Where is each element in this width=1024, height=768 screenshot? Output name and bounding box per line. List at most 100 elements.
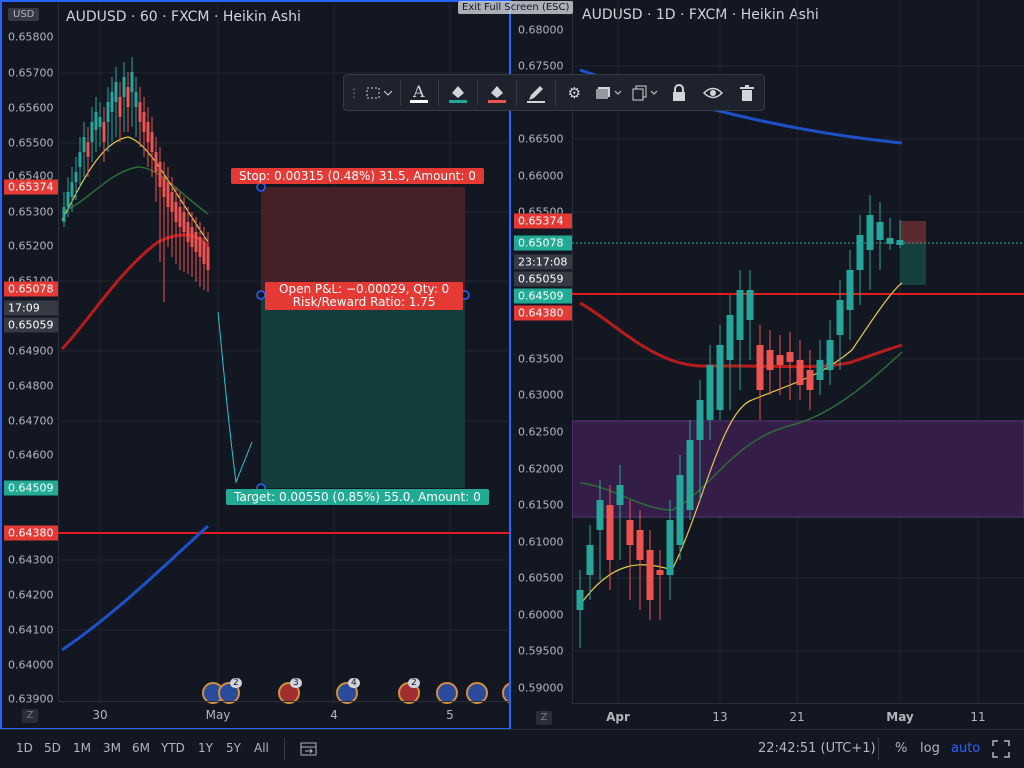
ma-red: [60, 233, 210, 351]
candle: [122, 77, 126, 97]
candle: [126, 87, 130, 107]
price-tick: 0.64300: [8, 553, 54, 567]
stop-zone[interactable]: [261, 187, 465, 295]
event-count: 2: [408, 678, 420, 688]
clock[interactable]: 22:42:51 (UTC+1): [758, 741, 876, 756]
candle: [150, 132, 154, 152]
candle: [586, 545, 594, 575]
price-tick: 0.62500: [518, 425, 564, 439]
price-tick: 0.65700: [8, 66, 54, 80]
drawing-toolbar[interactable]: ⋮ A ⚙: [343, 74, 765, 111]
stop-label[interactable]: Stop: 0.00315 (0.48%) 31.5, Amount: 0: [231, 168, 484, 184]
gear-icon[interactable]: ⚙: [567, 83, 582, 102]
candle: [190, 227, 194, 247]
drag-handle-icon[interactable]: ⋮: [348, 85, 360, 100]
timeframe-1d[interactable]: 1D: [16, 741, 33, 755]
entry-handle[interactable]: [256, 290, 266, 300]
current-price-tag: 0.65078: [4, 281, 58, 297]
timeframe-6m[interactable]: 6M: [132, 741, 150, 755]
candle: [102, 122, 106, 142]
candle: [696, 400, 704, 440]
target-zone[interactable]: [261, 295, 465, 488]
left-candles: [62, 57, 210, 302]
left-chart-pane[interactable]: USD 0.65800 0.65700 0.65600 0.65500 0.65…: [0, 0, 511, 730]
left-time-axis[interactable]: 30 May 4 5: [58, 701, 509, 728]
highlight-zone[interactable]: [572, 420, 1024, 518]
price-tick: 0.66000: [518, 169, 564, 183]
timeframe-all[interactable]: All: [254, 741, 269, 755]
eye-icon[interactable]: [696, 78, 730, 108]
right-chart-pane[interactable]: 0.68000 0.67500 0.66500 0.66000 0.65500 …: [512, 0, 1024, 730]
auto-toggle[interactable]: auto: [951, 741, 981, 756]
time-label: 4: [330, 708, 338, 722]
fullscreen-icon[interactable]: [992, 740, 1010, 762]
zoom-reset-button[interactable]: Z: [22, 709, 38, 723]
candle: [886, 238, 894, 244]
exit-fullscreen-hint[interactable]: Exit Full Screen (ESC): [458, 1, 574, 14]
timeframe-1m[interactable]: 1M: [73, 741, 91, 755]
candle: [716, 345, 724, 410]
time-label: 11: [970, 710, 986, 724]
bottom-toolbar[interactable]: 1D 5D 1M 3M 6M YTD 1Y 5Y All 22:42:51 (U…: [0, 729, 1024, 768]
right-price-axis[interactable]: 0.68000 0.67500 0.66500 0.66000 0.65500 …: [512, 0, 573, 704]
price-tick: 0.65400: [8, 169, 54, 183]
date-range-icon[interactable]: [300, 741, 318, 761]
left-price-axis[interactable]: USD 0.65800 0.65700 0.65600 0.65500 0.65…: [2, 2, 59, 706]
timeframe-5d[interactable]: 5D: [44, 741, 61, 755]
right-plot-area[interactable]: [572, 0, 1024, 704]
candle: [162, 177, 166, 197]
candle: [78, 152, 82, 167]
mini-target-zone[interactable]: [900, 244, 926, 285]
right-chart-title[interactable]: AUDUSD · 1D · FXCM · Heikin Ashi: [582, 7, 819, 23]
text-color-icon[interactable]: A: [403, 78, 437, 108]
candle: [90, 122, 94, 142]
price-tick: 0.62000: [518, 462, 564, 476]
event-markers[interactable]: 2 3 4 2: [202, 678, 509, 704]
event-flag-icon[interactable]: [466, 682, 488, 704]
line-price-tag: 0.64380: [4, 525, 58, 541]
candle: [746, 290, 754, 320]
log-toggle[interactable]: log: [920, 741, 940, 756]
toolbar-separator: [284, 738, 285, 760]
event-flag-icon[interactable]: [436, 682, 458, 704]
line-style-icon[interactable]: [360, 78, 398, 108]
projection-path[interactable]: [217, 311, 253, 484]
price-tick: 0.68000: [518, 23, 564, 37]
price-tick: 0.61000: [518, 535, 564, 549]
pnl-label[interactable]: Open P&L: −0.00029, Qty: 0 Risk/Reward R…: [265, 282, 464, 310]
mini-stop-zone[interactable]: [900, 221, 926, 244]
candle: [198, 237, 202, 257]
candle: [106, 102, 110, 122]
trash-icon[interactable]: [730, 78, 764, 108]
price-tick: 0.63000: [518, 388, 564, 402]
price-tick: 0.59500: [518, 644, 564, 658]
layers-icon[interactable]: [591, 78, 627, 108]
right-time-axis[interactable]: Apr 13 21 May 11: [572, 703, 1024, 730]
time-label: 30: [92, 708, 108, 722]
price-tick: 0.64200: [8, 588, 54, 602]
candle: [616, 485, 624, 505]
lock-icon[interactable]: [663, 78, 697, 108]
timeframe-1y[interactable]: 1Y: [198, 741, 213, 755]
percent-toggle[interactable]: %: [895, 741, 908, 756]
clone-icon[interactable]: [627, 78, 663, 108]
candle: [138, 102, 142, 122]
stop-handle[interactable]: [256, 182, 266, 192]
target-label[interactable]: Target: 0.00550 (0.85%) 55.0, Amount: 0: [226, 489, 489, 505]
timeframe-5y[interactable]: 5Y: [226, 741, 241, 755]
zoom-reset-button[interactable]: Z: [536, 711, 552, 725]
ma-yellow: [61, 136, 209, 243]
candle: [786, 352, 794, 362]
candle: [142, 112, 146, 132]
left-chart-title[interactable]: AUDUSD · 60 · FXCM · Heikin Ashi: [66, 9, 301, 25]
candle: [856, 235, 864, 270]
timeframe-3m[interactable]: 3M: [103, 741, 121, 755]
pencil-icon[interactable]: [519, 78, 553, 108]
candle: [70, 182, 74, 197]
price-tick: 0.67500: [518, 59, 564, 73]
candle: [596, 500, 604, 530]
candle: [706, 365, 714, 420]
background-color-icon[interactable]: [480, 78, 514, 108]
timeframe-ytd[interactable]: YTD: [161, 741, 185, 755]
fill-color-icon[interactable]: [441, 78, 475, 108]
